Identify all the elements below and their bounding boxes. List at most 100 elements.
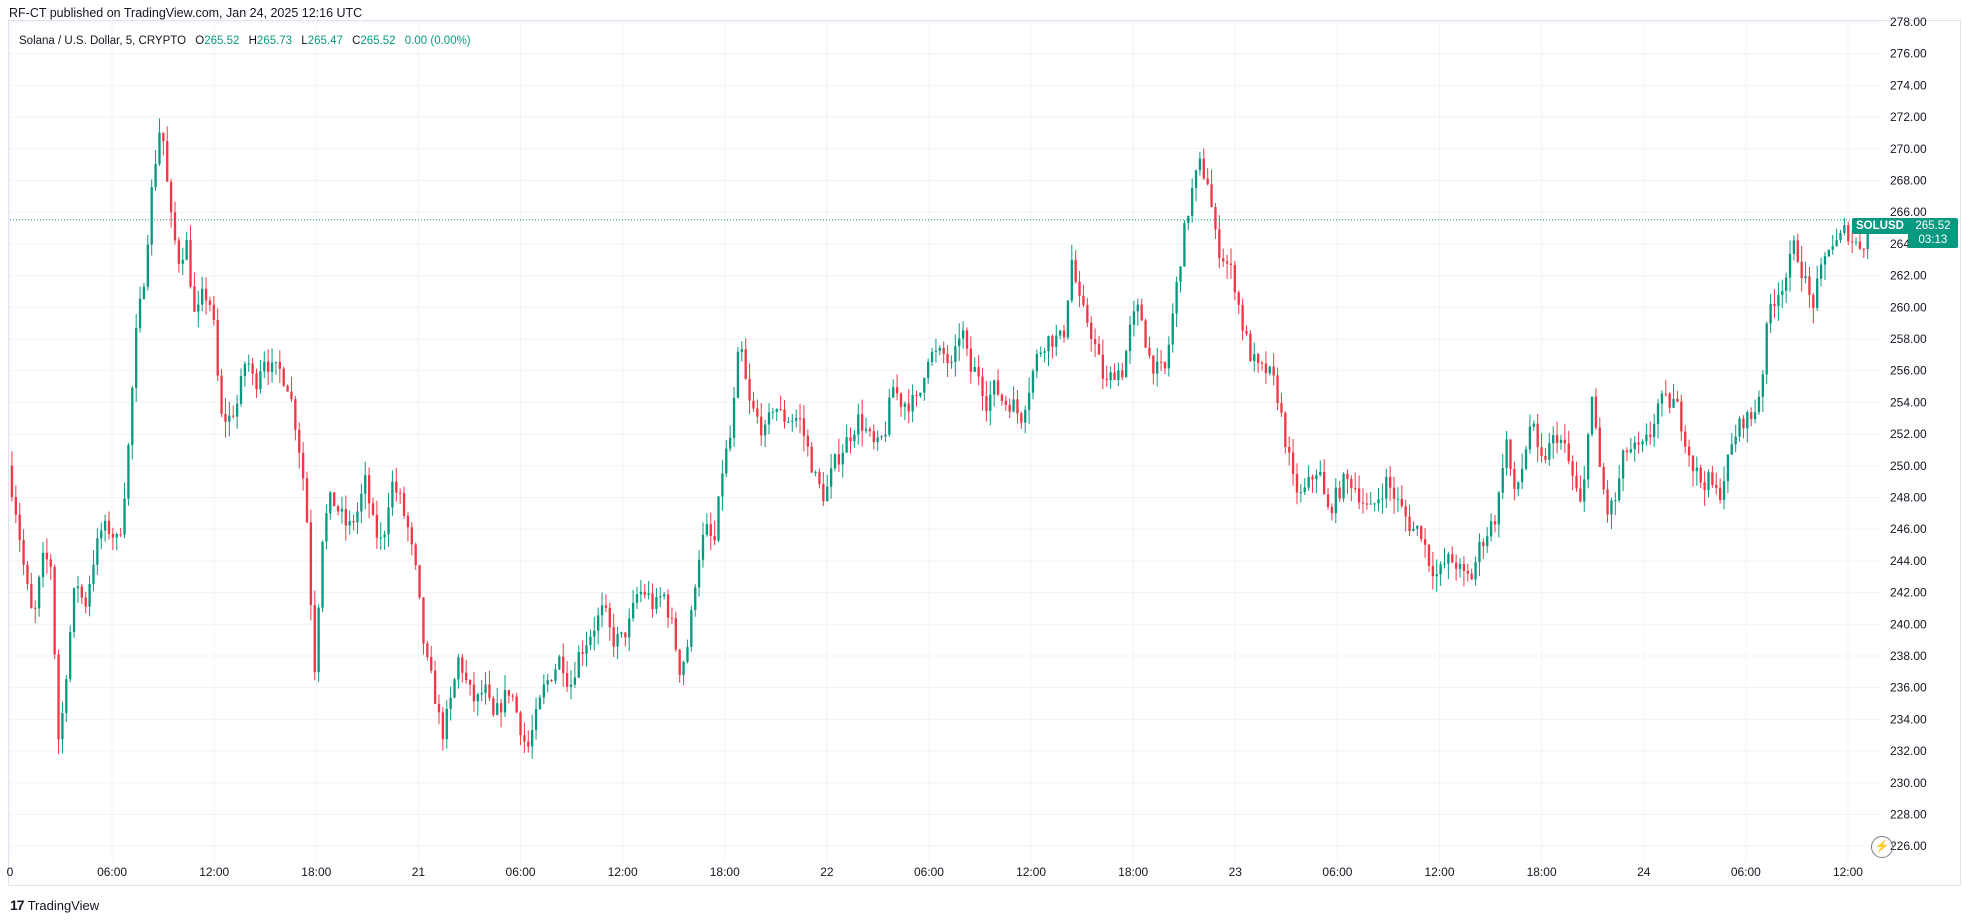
- candle-body: [1171, 313, 1174, 345]
- candle-body: [806, 435, 809, 447]
- candle-body: [872, 431, 875, 443]
- candle-body: [1156, 361, 1159, 374]
- candle-body: [270, 362, 274, 372]
- y-tick-label: 266.00: [1890, 205, 1927, 219]
- candle-body: [728, 437, 732, 449]
- lightning-replay-icon[interactable]: ⚡: [1871, 836, 1893, 858]
- candle-body: [1369, 503, 1372, 505]
- candle-body: [1528, 426, 1532, 450]
- candle-body: [1808, 276, 1811, 295]
- candle-body: [465, 672, 468, 681]
- candle-body: [531, 730, 534, 747]
- candle-body: [1288, 447, 1291, 453]
- candle-body: [1598, 427, 1601, 467]
- candle-body: [1583, 479, 1586, 502]
- candle-body: [1074, 260, 1077, 282]
- candle-body: [220, 375, 223, 414]
- candle-body: [1816, 278, 1819, 308]
- candle-body: [375, 514, 379, 538]
- price-tag-price: 265.52: [1915, 220, 1951, 232]
- x-tick-label: 18:00: [1527, 865, 1557, 879]
- candle-body: [1016, 399, 1019, 414]
- candle-body: [519, 712, 522, 736]
- candle-body: [100, 530, 103, 539]
- candle-body: [142, 286, 146, 299]
- candle-body: [1738, 418, 1741, 437]
- candle-body: [1722, 481, 1726, 500]
- candle-body: [1256, 354, 1260, 363]
- candle-body: [1330, 506, 1334, 514]
- candle-body: [655, 597, 658, 609]
- candle-body: [709, 524, 712, 537]
- candle-body: [565, 673, 569, 687]
- candle-body: [725, 448, 728, 474]
- candle-body: [84, 597, 87, 607]
- candle-body: [1334, 487, 1337, 514]
- candle-body: [305, 478, 309, 523]
- candle-body: [562, 656, 565, 674]
- candle-body: [1858, 241, 1862, 249]
- candle-body: [1742, 418, 1745, 429]
- candle-body: [30, 584, 33, 608]
- candle-body: [992, 380, 996, 395]
- candle-body: [453, 679, 456, 698]
- candle-body: [717, 496, 720, 541]
- candle-body: [457, 657, 460, 680]
- candle-body: [348, 521, 351, 526]
- candle-body: [10, 465, 14, 497]
- candle-body: [1400, 498, 1403, 507]
- candle-body: [496, 703, 499, 715]
- candle-body: [1695, 467, 1699, 472]
- candle-body: [608, 607, 611, 628]
- candle-body: [1117, 370, 1120, 380]
- candle-body: [1086, 304, 1089, 323]
- candle-body: [1687, 446, 1691, 456]
- candle-body: [1773, 303, 1776, 306]
- candle-body: [286, 385, 289, 392]
- candle-body: [554, 669, 557, 681]
- candle-body: [1377, 499, 1380, 504]
- candle-body: [96, 538, 99, 565]
- candle-body: [787, 421, 790, 423]
- candle-body: [1629, 449, 1633, 453]
- y-tick-label: 278.00: [1890, 15, 1927, 29]
- legend-low-label: L: [301, 35, 308, 47]
- candle-body: [1008, 404, 1011, 412]
- candle-body: [1699, 467, 1702, 483]
- candle-body: [1416, 526, 1419, 529]
- candle-body: [1148, 347, 1151, 356]
- candle-body: [930, 351, 934, 363]
- candle-body: [360, 493, 363, 512]
- candle-body: [977, 367, 980, 377]
- candle-body: [150, 187, 153, 245]
- candle-body: [162, 132, 165, 142]
- candle-body: [1571, 461, 1574, 476]
- candle-body: [1225, 261, 1229, 264]
- candle-body: [1602, 466, 1605, 490]
- candle-body: [247, 363, 250, 365]
- y-tick-label: 238.00: [1890, 649, 1927, 663]
- candle-body: [1746, 412, 1749, 429]
- candle-body: [1614, 500, 1617, 502]
- y-tick-label: 260.00: [1890, 300, 1927, 314]
- candle-body: [756, 408, 759, 417]
- candle-body: [72, 588, 76, 633]
- candle-body: [1781, 290, 1784, 295]
- candle-body: [1280, 403, 1283, 413]
- candle-body: [701, 534, 705, 560]
- candle-body: [212, 304, 215, 321]
- candle-body: [794, 418, 798, 421]
- candle-body: [694, 587, 697, 610]
- candle-body: [383, 534, 386, 538]
- legend-close-label: C: [352, 35, 361, 47]
- y-tick-label: 252.00: [1890, 427, 1927, 441]
- candle-body: [1750, 412, 1753, 420]
- candle-body: [189, 240, 192, 287]
- candle-body: [822, 484, 825, 502]
- candle-body: [1295, 474, 1299, 493]
- candle-body: [1179, 266, 1182, 282]
- candle-body: [76, 586, 80, 589]
- candle-body: [864, 429, 868, 431]
- candle-body: [876, 437, 879, 443]
